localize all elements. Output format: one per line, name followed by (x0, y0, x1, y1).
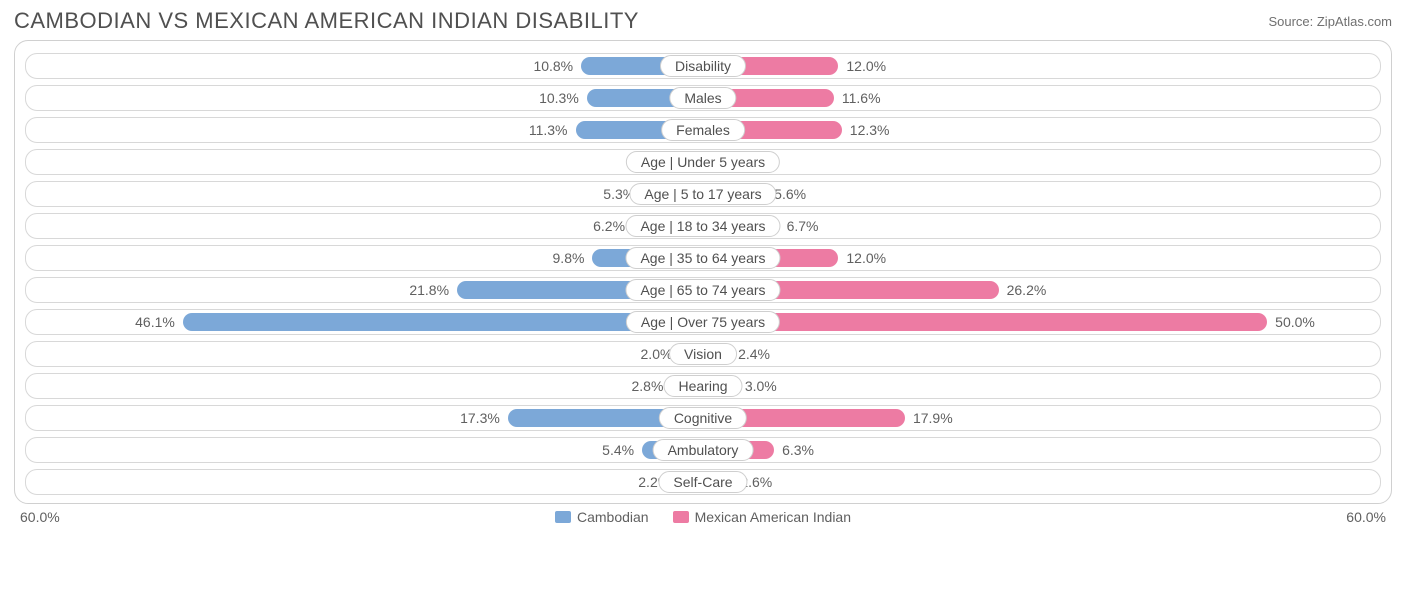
pct-left: 9.8% (553, 246, 585, 270)
chart-row: 10.8% 12.0% Disability (25, 53, 1381, 79)
chart-row: 6.2% 6.7% Age | 18 to 34 years (25, 213, 1381, 239)
chart-source: Source: ZipAtlas.com (1268, 14, 1392, 29)
pct-right: 12.0% (846, 54, 886, 78)
pct-right: 3.0% (745, 374, 777, 398)
legend-label-right: Mexican American Indian (695, 509, 851, 525)
category-label: Age | 18 to 34 years (625, 215, 780, 237)
chart-row: 9.8% 12.0% Age | 35 to 64 years (25, 245, 1381, 271)
category-label: Age | Under 5 years (626, 151, 780, 173)
category-label: Hearing (663, 375, 742, 397)
category-label: Age | 65 to 74 years (625, 279, 780, 301)
category-label: Cognitive (659, 407, 747, 429)
category-label: Ambulatory (653, 439, 754, 461)
chart-rows: 10.8% 12.0% Disability 10.3% 11.6% Males 11.3%… (14, 40, 1392, 504)
chart-row: 21.8% 26.2% Age | 65 to 74 years (25, 277, 1381, 303)
pct-left: 6.2% (593, 214, 625, 238)
axis-left-max: 60.0% (20, 509, 60, 525)
chart-row: 10.3% 11.6% Males (25, 85, 1381, 111)
chart-title: CAMBODIAN VS MEXICAN AMERICAN INDIAN DIS… (14, 8, 639, 34)
pct-left: 11.3% (529, 118, 568, 142)
chart-row: 5.3%5.6%Age | 5 to 17 years (25, 181, 1381, 207)
chart-footer: 60.0% Cambodian Mexican American Indian … (14, 506, 1392, 528)
chart-row: 1.2%1.3%Age | Under 5 years (25, 149, 1381, 175)
pct-left: 17.3% (460, 406, 500, 430)
pct-right: 17.9% (913, 406, 953, 430)
category-label: Vision (669, 343, 737, 365)
chart-row: 5.4% 6.3% Ambulatory (25, 437, 1381, 463)
category-label: Age | 35 to 64 years (625, 247, 780, 269)
pct-right: 5.6% (774, 182, 806, 206)
legend-swatch-right (673, 511, 689, 523)
pct-right: 2.4% (738, 342, 770, 366)
legend: Cambodian Mexican American Indian (555, 509, 851, 525)
category-label: Age | Over 75 years (626, 311, 780, 333)
chart-row: 2.8% 3.0%Hearing (25, 373, 1381, 399)
pct-left: 5.4% (602, 438, 634, 462)
pct-right: 12.0% (846, 246, 886, 270)
category-label: Age | 5 to 17 years (629, 183, 776, 205)
pct-right: 6.7% (787, 214, 819, 238)
pct-right: 50.0% (1275, 310, 1315, 334)
bar-right (703, 313, 1267, 331)
legend-item-right: Mexican American Indian (673, 509, 851, 525)
pct-left: 10.8% (533, 54, 573, 78)
category-label: Disability (660, 55, 746, 77)
pct-left: 21.8% (409, 278, 449, 302)
chart-container: CAMBODIAN VS MEXICAN AMERICAN INDIAN DIS… (0, 0, 1406, 532)
pct-left: 2.0% (641, 342, 673, 366)
chart-row: 17.3% 17.9% Cognitive (25, 405, 1381, 431)
chart-row: 46.1% 50.0% Age | Over 75 years (25, 309, 1381, 335)
pct-right: 6.3% (782, 438, 814, 462)
category-label: Females (661, 119, 745, 141)
chart-row: 11.3% 12.3% Females (25, 117, 1381, 143)
category-label: Self-Care (658, 471, 747, 493)
chart-row: 2.2%2.6%Self-Care (25, 469, 1381, 495)
chart-row: 2.0% 2.4%Vision (25, 341, 1381, 367)
pct-right: 11.6% (842, 86, 881, 110)
legend-swatch-left (555, 511, 571, 523)
pct-right: 12.3% (850, 118, 890, 142)
pct-left: 2.8% (632, 374, 664, 398)
axis-right-max: 60.0% (1346, 509, 1386, 525)
pct-left: 10.3% (539, 86, 579, 110)
category-label: Males (669, 87, 736, 109)
chart-header: CAMBODIAN VS MEXICAN AMERICAN INDIAN DIS… (14, 8, 1392, 34)
legend-label-left: Cambodian (577, 509, 649, 525)
pct-left: 46.1% (135, 310, 175, 334)
legend-item-left: Cambodian (555, 509, 649, 525)
pct-right: 26.2% (1007, 278, 1047, 302)
